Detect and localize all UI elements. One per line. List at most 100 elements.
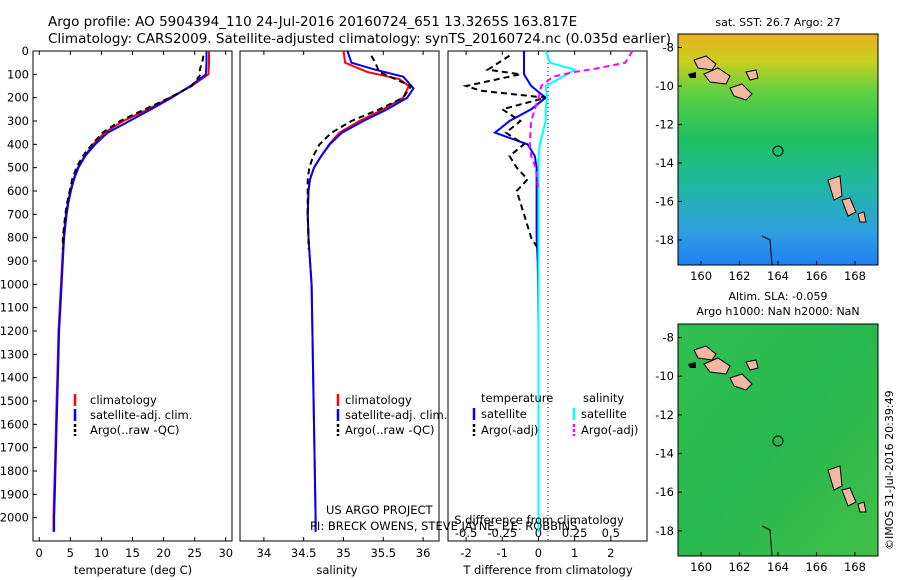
map-y-tick-label: -12 [655,408,674,422]
map-y-tick-label: -18 [655,524,674,538]
y-tick-label: 1600 [0,417,29,431]
map-y-tick-label: -14 [655,447,674,461]
map-x-tick-label: 162 [729,269,751,283]
x-tick-label: 0 [36,546,43,560]
y-tick-label: 1700 [0,441,29,455]
difference-lines [462,50,634,532]
x-tick-label: -2 [460,546,471,560]
x-tick-label: -1 [497,546,508,560]
y-tick-label: 1100 [0,301,29,315]
legend-header-salinity: salinity [583,391,624,405]
salinity-difference-axis: -0.5 -0.25 0 0.25 0.5 [455,526,620,540]
series-line [462,54,546,250]
map-y-tick-label: -16 [655,485,674,499]
sla-map: Altim. SLA: -0.059 Argo h1000: NaN h2000… [655,290,879,574]
x-tick-label: 34.5 [291,546,317,560]
map-x-tick-label: 168 [844,560,866,574]
island-shape [688,72,696,78]
sst-map: sat. SST: 26.7 Argo: 27 160 162 164 166 168 -… [655,16,879,283]
island-shape [745,359,759,371]
series-line [61,55,205,250]
map-y-tick-label: -14 [655,156,674,170]
legend-label-argo: Argo(..raw -QC) [90,423,180,437]
sst-map-ticks: 160 162 164 166 168 -8 -10 -12 -14 -16 -18 [655,40,866,283]
island-shape [857,211,867,223]
s-difference-xlabel: S difference from climatology [454,513,624,527]
island-shape [841,197,857,217]
coastline [761,235,773,266]
salinity-legend: climatology satellite-adj. clim. Argo(..… [336,393,447,437]
legend-label-satellite: satellite-adj. clim. [345,408,447,422]
map-x-tick-label: 162 [729,560,751,574]
header-line-1: Argo profile: AO 5904394_110 24-Jul-2016… [48,14,577,30]
legend-label-climatology: climatology [90,393,157,407]
sla-map-title: Altim. SLA: -0.059 [728,290,827,303]
pi-label: PI: BRECK OWENS, STEVE JAYNE, P.E. ROBBI… [310,519,577,533]
y-tick-label: 700 [7,207,29,221]
t-difference-xlabel: T difference from climatology [462,563,633,577]
x-tick-label: 0 [535,546,542,560]
difference-panel: -2 -1 0 1 2 -0.5 -0.25 0 0.25 0.5 T difference f… [447,50,648,577]
y-tick-label: 500 [7,161,29,175]
y-tick-label: 1000 [0,277,29,291]
sst-land [688,55,867,266]
salinity-lines [306,50,415,532]
island-shape [688,362,696,368]
temperature-axes-frame [32,50,233,542]
x-tick-label: 2 [607,546,614,560]
x-tick-label: 34 [257,546,272,560]
salinity-axes-frame [239,50,440,542]
sla-map-subtitle: Argo h1000: NaN h2000: NaN [696,305,859,318]
series-line [53,51,208,532]
x-tick-label: 15 [125,546,140,560]
island-shape [703,357,731,375]
x-tick-label: 36 [416,546,431,560]
island-shape [827,175,843,201]
difference-legend: temperature salinity satellite Argo(-adj… [472,391,638,437]
map-x-tick-label: 164 [767,269,789,283]
map-y-tick-label: -18 [655,233,674,247]
salinity-xlabel: salinity [316,563,357,577]
coastline [761,525,773,557]
x2-tick-label: 0 [535,526,542,540]
temperature-x-axis: 0 5 10 15 20 25 30 [36,51,233,560]
project-label: US ARGO PROJECT [326,503,434,517]
map-y-tick-label: -12 [655,117,674,131]
x-tick-label: 10 [94,546,109,560]
island-shape [857,501,867,513]
map-x-tick-label: 168 [844,269,866,283]
depth-axis: 0 100 200 300 400 500 600 700 800 900 1000 1100 1200… [0,44,37,525]
island-shape [729,373,753,391]
temperature-xlabel: temperature (deg C) [74,563,192,577]
legend-header-temperature: temperature [481,391,553,405]
legend-label-s-argo: Argo(-adj) [581,423,638,437]
legend-label-t-satellite: satellite [481,407,527,421]
x2-tick-label: 0.25 [562,526,588,540]
y-tick-label: 1900 [0,487,29,501]
x-tick-label: 5 [67,546,74,560]
x-tick-label: 35 [336,546,351,560]
legend-label-argo: Argo(..raw -QC) [345,423,435,437]
temperature-legend: climatology satellite-adj. clim. Argo(..… [73,393,192,437]
series-line [306,55,413,250]
map-y-tick-label: -10 [655,369,674,383]
y-tick-label: 2000 [0,511,29,525]
y-tick-label: 300 [7,114,29,128]
x-tick-label: 25 [187,546,202,560]
island-shape [841,487,857,507]
map-x-tick-label: 160 [690,560,712,574]
x2-tick-label: 0.5 [602,526,620,540]
map-x-tick-label: 166 [805,269,827,283]
sla-land [688,345,867,557]
argo-position-marker [772,435,784,447]
y-tick-label: 100 [7,67,29,81]
salinity-x-axis: 34 34.5 35 35.5 36 [257,51,431,560]
legend-label-satellite: satellite-adj. clim. [90,408,192,422]
y-tick-label: 900 [7,254,29,268]
map-y-tick-label: -10 [655,79,674,93]
island-shape [693,55,717,71]
legend-label-climatology: climatology [345,393,412,407]
island-shape [827,465,843,491]
y-tick-label: 200 [7,91,29,105]
